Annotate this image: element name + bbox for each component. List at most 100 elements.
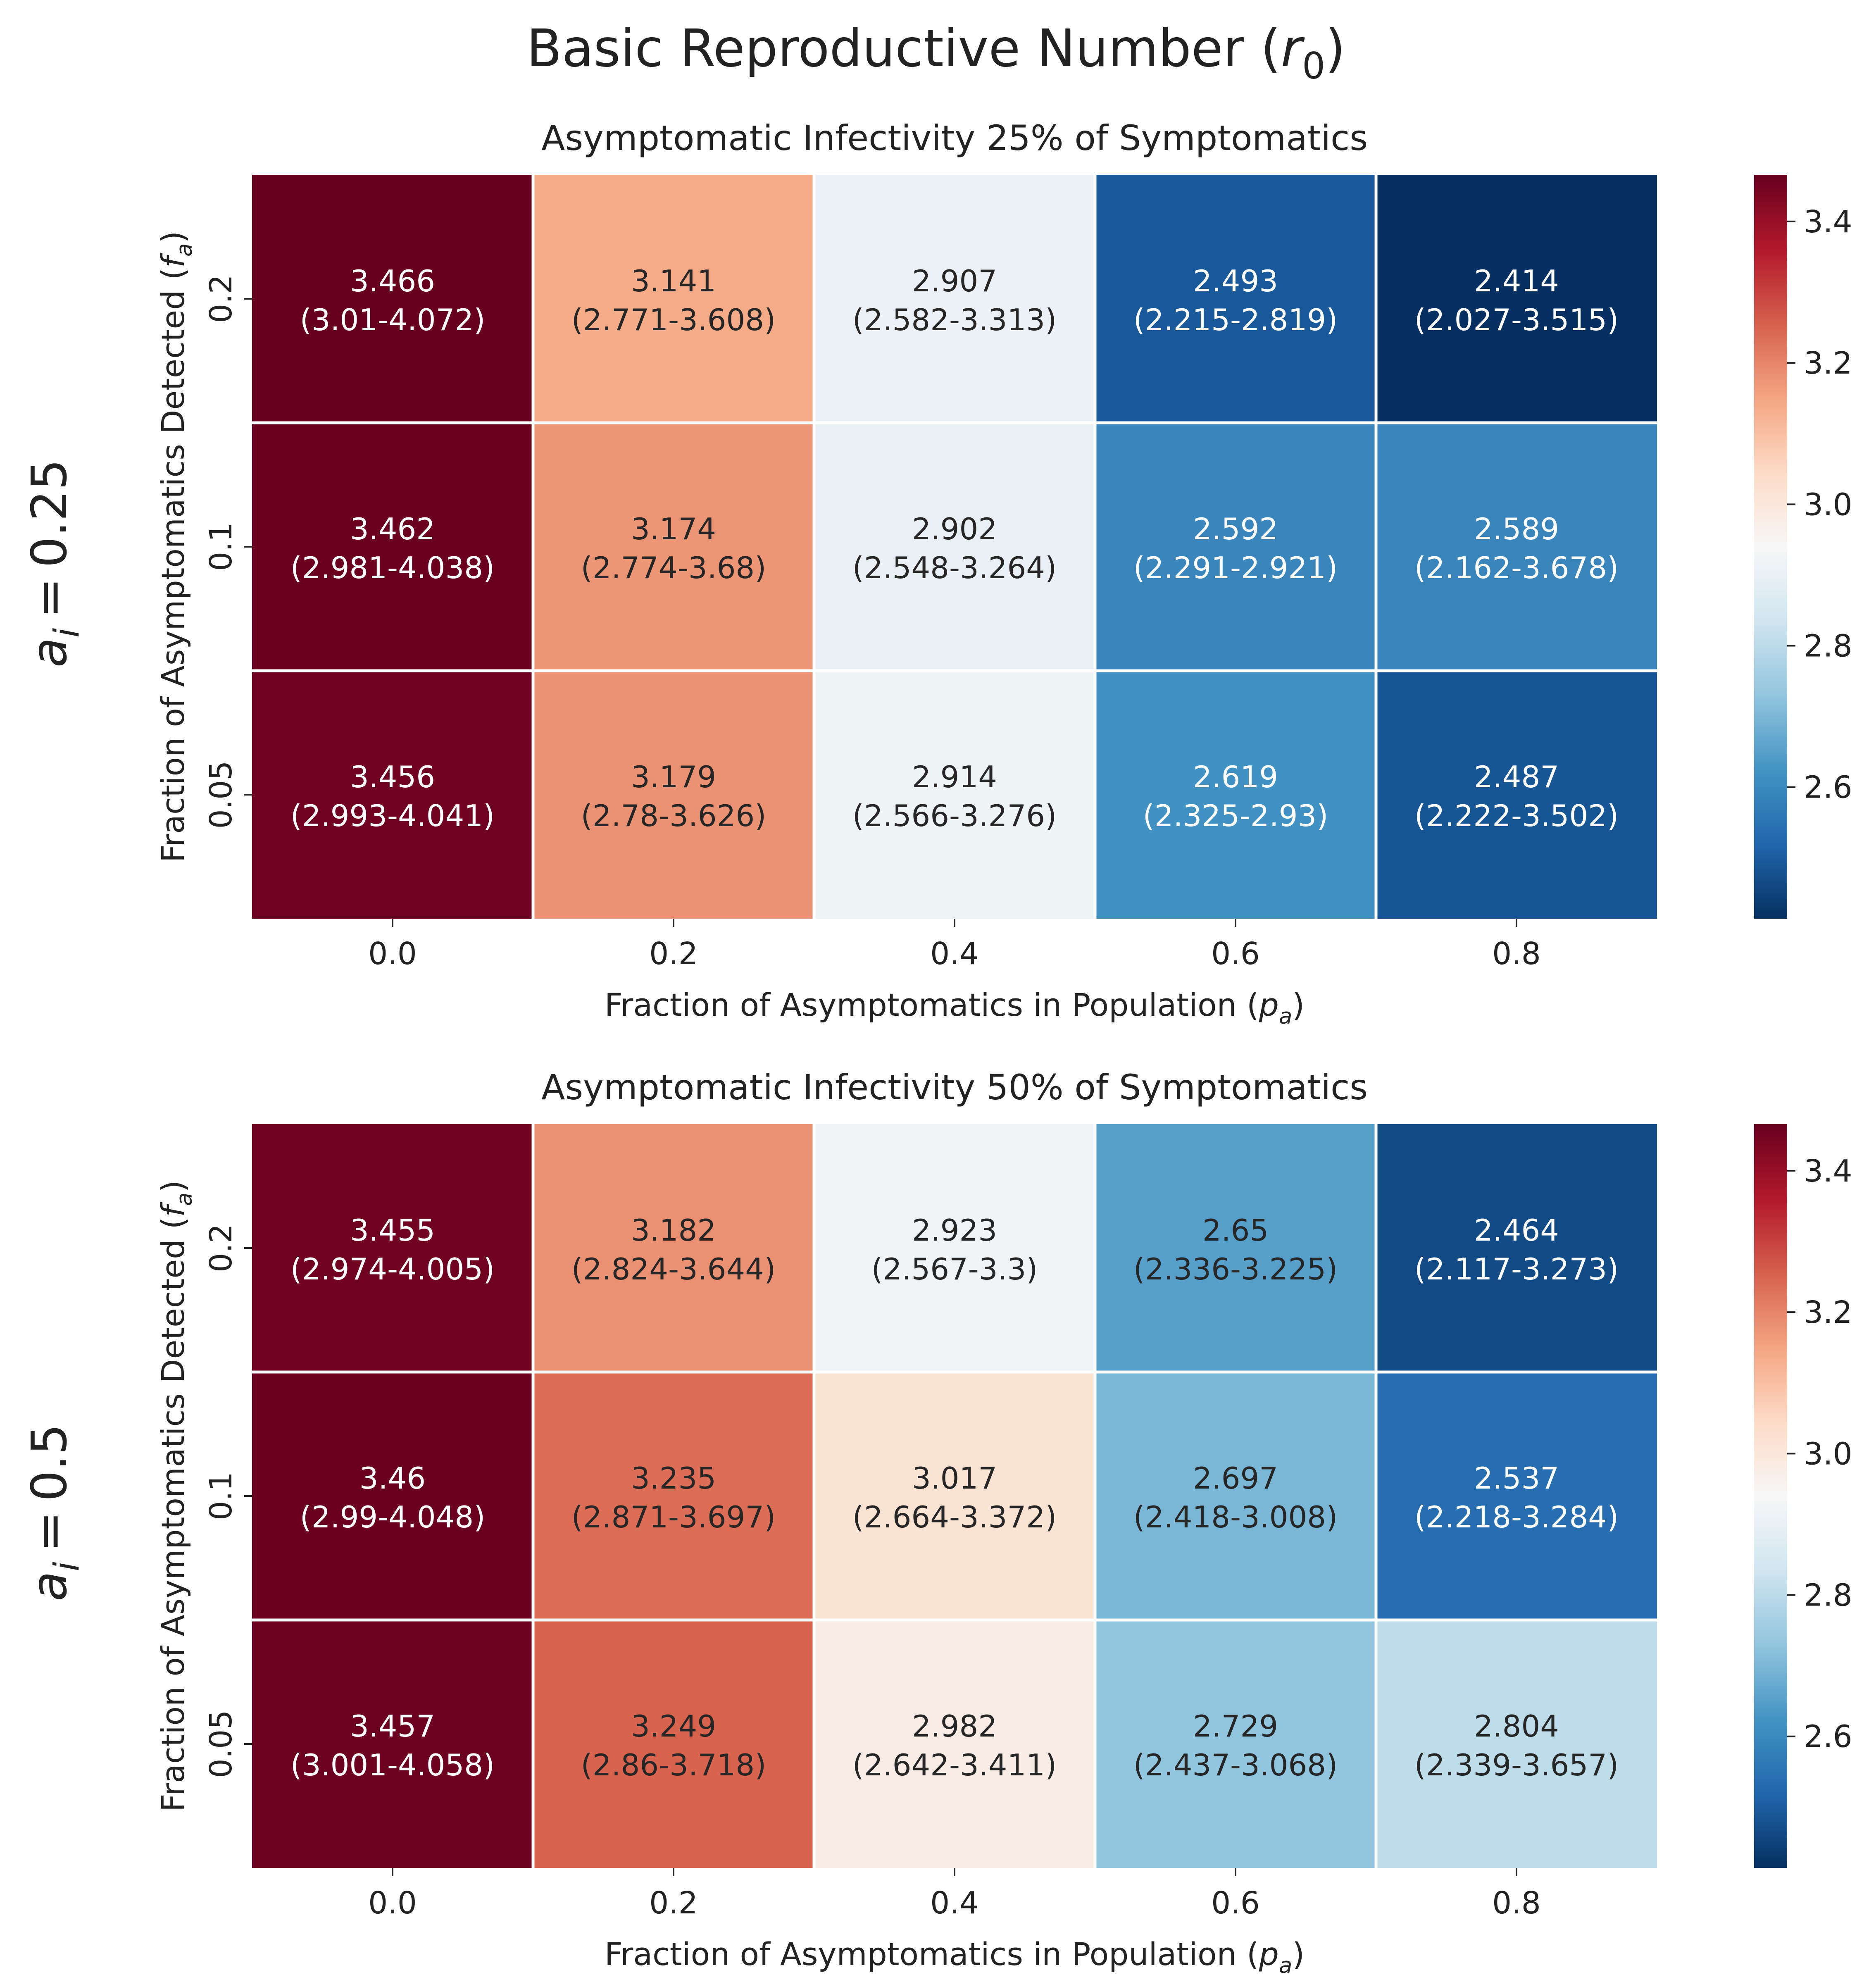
- x-tick-label: 0.4: [930, 1885, 979, 1921]
- row-group-label: ai = 0.25: [21, 459, 87, 667]
- cell-value-label: 2.804: [1474, 1709, 1559, 1744]
- cell-interval-label: (2.567-3.3): [871, 1252, 1038, 1286]
- colorbar-tick-label: 3.2: [1804, 1295, 1852, 1330]
- heatmap-cell: [252, 423, 533, 671]
- panel-title: Asymptomatic Infectivity 50% of Symptoma…: [541, 1067, 1368, 1108]
- heatmap-cell: [1095, 423, 1376, 671]
- y-tick-label: 0.05: [203, 1710, 239, 1778]
- cell-value-label: 3.456: [350, 760, 435, 794]
- heatmap-cell: [1095, 1372, 1376, 1620]
- x-tick-label: 0.0: [368, 1885, 417, 1921]
- cell-value-label: 2.697: [1193, 1461, 1278, 1496]
- colorbar-tick-label: 2.8: [1804, 1578, 1852, 1613]
- cell-interval-label: (2.871-3.697): [571, 1500, 776, 1534]
- panel-title: Asymptomatic Infectivity 25% of Symptoma…: [541, 118, 1368, 158]
- x-axis-label: Fraction of Asymptomatics in Population …: [605, 1936, 1305, 1978]
- x-tick-label: 0.6: [1211, 1885, 1260, 1921]
- heatmap-cell: [252, 1620, 533, 1868]
- heatmap-panel-1: Asymptomatic Infectivity 25% of Symptoma…: [21, 118, 1852, 1029]
- cell-value-label: 2.493: [1193, 264, 1278, 298]
- heatmap-cell: [1376, 1620, 1657, 1868]
- x-tick-label: 0.0: [368, 936, 417, 972]
- cell-interval-label: (2.824-3.644): [571, 1252, 776, 1286]
- cell-value-label: 3.179: [631, 760, 716, 794]
- cell-value-label: 3.182: [631, 1213, 716, 1248]
- heatmap-cell: [533, 1372, 814, 1620]
- cell-value-label: 2.464: [1474, 1213, 1559, 1248]
- y-tick-label: 0.2: [203, 274, 239, 323]
- heatmap-cell: [533, 671, 814, 919]
- row-group-label: ai = 0.5: [21, 1424, 87, 1601]
- cell-value-label: 3.455: [350, 1213, 435, 1248]
- cell-value-label: 2.487: [1474, 760, 1559, 794]
- cell-value-label: 2.619: [1193, 760, 1278, 794]
- cell-value-label: 2.537: [1474, 1461, 1559, 1496]
- x-tick-label: 0.2: [649, 936, 698, 972]
- colorbar: [1754, 175, 1787, 919]
- cell-interval-label: (2.974-4.005): [290, 1252, 495, 1286]
- cell-value-label: 3.46: [359, 1461, 426, 1496]
- cell-value-label: 2.592: [1193, 512, 1278, 546]
- cell-interval-label: (2.664-3.372): [852, 1500, 1057, 1534]
- colorbar-tick-label: 3.4: [1804, 1153, 1852, 1189]
- cell-interval-label: (2.117-3.273): [1414, 1252, 1619, 1286]
- cell-value-label: 3.017: [912, 1461, 997, 1496]
- heatmap-cell: [1095, 175, 1376, 423]
- y-axis-label: Fraction of Asymptomatics Detected (fa): [155, 231, 197, 862]
- cell-value-label: 2.902: [912, 512, 997, 546]
- cell-value-label: 2.982: [912, 1709, 997, 1744]
- cell-interval-label: (2.336-3.225): [1133, 1252, 1338, 1286]
- cell-interval-label: (2.162-3.678): [1414, 550, 1619, 585]
- cell-value-label: 3.235: [631, 1461, 716, 1496]
- cell-interval-label: (2.771-3.608): [571, 303, 776, 337]
- heatmap-cell: [1095, 671, 1376, 919]
- heatmap-cell: [814, 1124, 1095, 1372]
- cell-value-label: 2.589: [1474, 512, 1559, 546]
- x-tick-label: 0.6: [1211, 936, 1260, 972]
- heatmap-cell: [533, 1620, 814, 1868]
- cell-interval-label: (2.222-3.502): [1414, 798, 1619, 833]
- cell-value-label: 2.923: [912, 1213, 997, 1248]
- y-axis-label: Fraction of Asymptomatics Detected (fa): [155, 1180, 197, 1812]
- heatmap-cell: [252, 1124, 533, 1372]
- cell-value-label: 3.466: [350, 264, 435, 298]
- heatmap-cell: [1376, 671, 1657, 919]
- cell-interval-label: (2.981-4.038): [290, 550, 495, 585]
- y-tick-label: 0.2: [203, 1224, 239, 1272]
- colorbar-tick-label: 2.6: [1804, 1719, 1852, 1755]
- cell-value-label: 2.914: [912, 760, 997, 794]
- y-tick-label: 0.1: [203, 522, 239, 571]
- cell-interval-label: (3.001-4.058): [290, 1748, 495, 1782]
- heatmap-cell: [252, 1372, 533, 1620]
- cell-interval-label: (2.325-2.93): [1143, 798, 1328, 833]
- heatmap-cell: [1376, 1372, 1657, 1620]
- heatmap-cell: [533, 423, 814, 671]
- cell-interval-label: (2.78-3.626): [581, 798, 767, 833]
- cell-interval-label: (2.993-4.041): [290, 798, 495, 833]
- cell-value-label: 3.174: [631, 512, 716, 546]
- cell-value-label: 2.729: [1193, 1709, 1278, 1744]
- y-tick-label: 0.05: [203, 761, 239, 829]
- colorbar-tick-label: 3.0: [1804, 1436, 1852, 1472]
- heatmap-cell: [533, 1124, 814, 1372]
- heatmap-panel-2: Asymptomatic Infectivity 50% of Symptoma…: [21, 1067, 1852, 1978]
- cell-interval-label: (2.418-3.008): [1133, 1500, 1338, 1534]
- colorbar: [1754, 1124, 1787, 1868]
- colorbar-tick-label: 2.8: [1804, 629, 1852, 664]
- cell-value-label: 3.141: [631, 264, 716, 298]
- x-tick-label: 0.2: [649, 1885, 698, 1921]
- cell-interval-label: (3.01-4.072): [300, 303, 486, 337]
- cell-interval-label: (2.642-3.411): [852, 1748, 1057, 1782]
- colorbar-tick-label: 3.2: [1804, 345, 1852, 381]
- heatmap-cell: [1095, 1620, 1376, 1868]
- cell-value-label: 2.907: [912, 264, 997, 298]
- cell-value-label: 3.249: [631, 1709, 716, 1744]
- heatmap-cell: [814, 671, 1095, 919]
- figure-title: Basic Reproductive Number (r0): [526, 19, 1345, 87]
- cell-interval-label: (2.291-2.921): [1133, 550, 1338, 585]
- cell-value-label: 2.65: [1202, 1213, 1269, 1248]
- cell-interval-label: (2.86-3.718): [581, 1748, 767, 1782]
- x-tick-label: 0.8: [1492, 936, 1541, 972]
- cell-interval-label: (2.218-3.284): [1414, 1500, 1619, 1534]
